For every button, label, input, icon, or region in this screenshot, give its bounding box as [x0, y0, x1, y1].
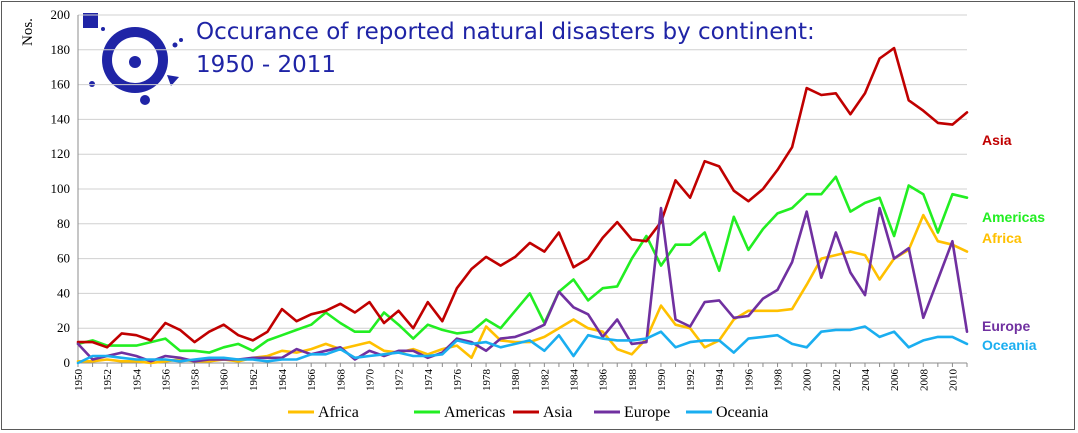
- x-tick-label: 1978: [481, 369, 493, 392]
- x-tick-label: 1958: [190, 369, 202, 392]
- x-tick-label: 1996: [743, 369, 755, 392]
- logo: [83, 13, 183, 105]
- x-tick-label: 2010: [947, 369, 959, 392]
- series-line-americas: [76, 175, 969, 354]
- x-tick-label: 1974: [423, 369, 435, 392]
- logo-drop-3: [172, 42, 178, 48]
- x-tick-label: 1964: [277, 369, 289, 392]
- x-tick-label: 1966: [306, 369, 318, 392]
- x-tick-label: 1976: [452, 369, 464, 392]
- y-tick-label: 40: [57, 285, 70, 300]
- logo-drop-1: [140, 95, 150, 105]
- y-tick-label: 0: [64, 355, 71, 370]
- legend-label-oceania: Oceania: [716, 404, 768, 421]
- x-tick-label: 1992: [685, 369, 697, 391]
- x-tick-label: 2002: [831, 369, 843, 391]
- x-tick-label: 1990: [656, 369, 668, 392]
- y-tick-label: 20: [57, 320, 70, 335]
- y-tick-label: 200: [51, 7, 71, 22]
- x-tick-label: 1994: [714, 369, 726, 392]
- x-tick-label: 1960: [219, 369, 231, 392]
- y-tick-label: 120: [51, 146, 71, 161]
- series-line-asia: [76, 46, 969, 349]
- logo-square: [83, 13, 98, 28]
- x-tick-label: 1986: [598, 369, 610, 392]
- series-end-labels: Africa Americas Asia Europe Oceania: [982, 132, 1045, 353]
- legend-label-asia: Asia: [543, 404, 572, 421]
- end-label-oceania: Oceania: [982, 337, 1037, 353]
- legend: Africa Americas Asia Europe Oceania: [288, 404, 768, 421]
- series-line-oceania: [76, 325, 969, 365]
- x-tick-label: 2000: [802, 369, 814, 392]
- logo-drop-2: [89, 81, 95, 87]
- y-tick-label: 140: [51, 111, 71, 126]
- y-axis-label: Nos.: [20, 18, 36, 46]
- y-tick-labels: 0 20 40 60 80 100 120 140 160 180 200: [51, 7, 71, 370]
- y-tick-label: 100: [51, 181, 71, 196]
- legend-label-africa: Africa: [318, 404, 359, 421]
- x-tick-label: 1952: [102, 369, 114, 391]
- end-label-americas: Americas: [982, 209, 1045, 225]
- y-tick-label: 60: [57, 251, 70, 266]
- y-tick-label: 180: [51, 42, 71, 57]
- x-tick-label: 1980: [510, 369, 522, 392]
- x-tick-label: 1972: [394, 369, 406, 391]
- chart-title-line-1: Occurance of reported natural disasters …: [196, 19, 815, 45]
- legend-label-europe: Europe: [624, 404, 670, 421]
- x-tick-label: 1998: [773, 369, 785, 392]
- x-tick-label: 1954: [131, 369, 143, 392]
- x-tick-label: 1962: [248, 369, 260, 391]
- end-label-europe: Europe: [982, 318, 1030, 334]
- series-line-europe: [76, 206, 969, 363]
- x-tick-label: 1970: [364, 369, 376, 392]
- logo-drop-4: [179, 38, 183, 42]
- chart-title-line-2: 1950 - 2011: [196, 52, 336, 78]
- series-lines: [76, 46, 969, 365]
- x-tick-label: 2004: [860, 369, 872, 392]
- logo-triangle: [167, 75, 179, 86]
- y-tick-label: 80: [57, 216, 70, 231]
- end-label-africa: Africa: [982, 230, 1022, 246]
- logo-dot: [129, 56, 141, 68]
- gridlines: [77, 14, 967, 364]
- x-tick-label: 1984: [569, 369, 581, 392]
- end-label-asia: Asia: [982, 132, 1012, 148]
- x-tick-label: 2006: [889, 369, 901, 392]
- x-tick-label: 2008: [918, 369, 930, 392]
- x-tick-label: 1956: [160, 369, 172, 392]
- x-tick-label: 1988: [627, 369, 639, 392]
- x-tick-labels: 1950 1952 1954 1956 1958 1960 1962 1964 1966 1968…: [73, 363, 968, 392]
- x-tick-label: 1968: [335, 369, 347, 392]
- x-tick-label: 1950: [73, 369, 85, 392]
- y-tick-label: 160: [51, 77, 71, 92]
- x-tick-label: 1982: [539, 369, 551, 391]
- logo-drop-5: [101, 27, 105, 31]
- legend-label-americas: Americas: [444, 404, 505, 421]
